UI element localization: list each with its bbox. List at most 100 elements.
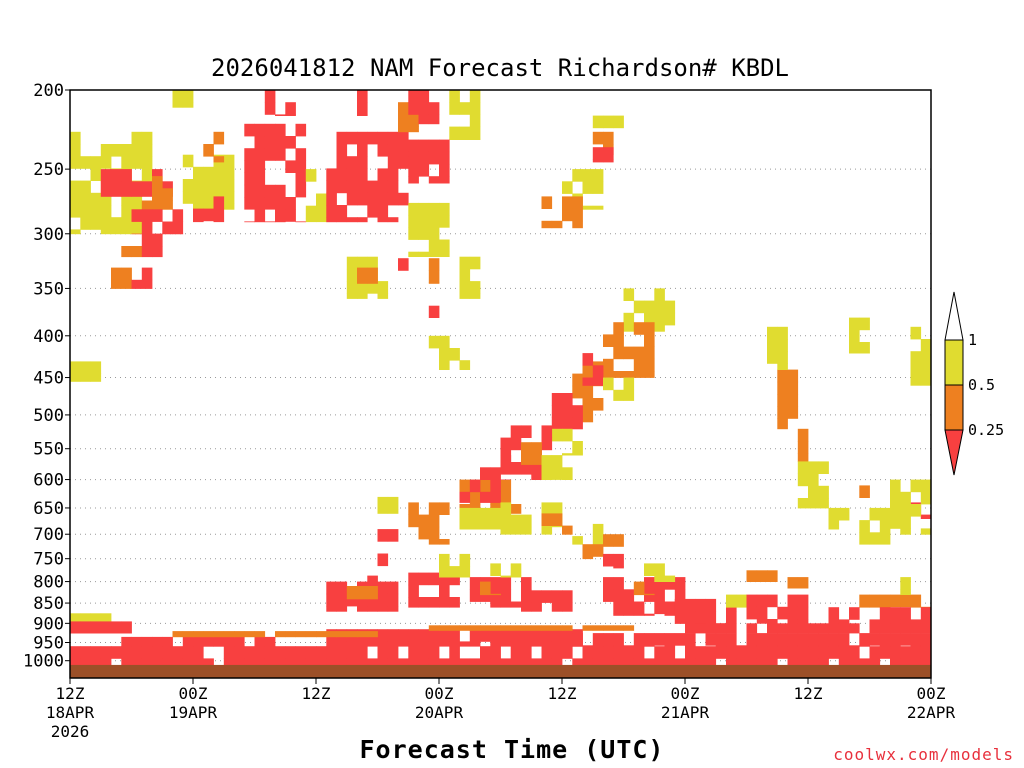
ri-cell-low xyxy=(449,641,460,647)
ri-cell xyxy=(408,176,419,184)
ri-cell xyxy=(592,205,604,210)
ri-cell xyxy=(654,601,665,615)
ri-cell xyxy=(377,168,389,181)
ri-cell xyxy=(910,363,922,376)
ri-cell xyxy=(141,181,153,194)
ri-cell xyxy=(295,221,307,223)
ri-cell xyxy=(377,180,389,194)
ri-cell xyxy=(439,176,450,184)
ri-cell xyxy=(428,502,440,515)
x-tick-label: 18APR xyxy=(46,703,95,722)
ri-cell xyxy=(900,607,911,620)
ri-cell xyxy=(357,279,368,284)
ri-cell-low xyxy=(172,658,184,666)
ri-cell xyxy=(490,520,501,530)
ri-cell xyxy=(428,282,440,284)
ri-cell xyxy=(767,351,778,364)
ri-cell xyxy=(572,208,583,222)
ri-cell xyxy=(572,169,583,182)
ri-cell xyxy=(357,144,368,157)
ri-cell xyxy=(920,479,932,493)
ri-cell xyxy=(500,437,512,451)
ri-cell-low xyxy=(449,646,460,659)
ri-cell xyxy=(664,577,676,590)
ri-cell-low xyxy=(490,646,501,659)
y-tick-label: 350 xyxy=(33,279,64,299)
ri-cell xyxy=(654,563,665,576)
ri-cell-low xyxy=(316,646,327,659)
ri-cell xyxy=(705,598,717,612)
ri-cell-low xyxy=(767,646,778,659)
ri-cell xyxy=(777,418,788,430)
ri-cell xyxy=(100,205,112,218)
ri-cell xyxy=(633,346,645,360)
y-tick-label: 400 xyxy=(33,327,64,347)
ri-cell xyxy=(357,168,368,181)
ri-cell xyxy=(367,192,378,206)
ri-cell-low xyxy=(244,646,255,659)
ri-cell xyxy=(603,553,614,567)
y-tick-label: 450 xyxy=(33,369,64,389)
ri-cell xyxy=(408,251,419,257)
ri-cell xyxy=(767,570,778,582)
ri-cell xyxy=(480,589,491,602)
ri-cell xyxy=(90,217,102,230)
ri-cell xyxy=(70,180,81,194)
ri-cell xyxy=(121,193,132,197)
ri-cell xyxy=(305,205,317,219)
ri-cell xyxy=(295,160,307,173)
ri-cell xyxy=(469,293,481,299)
ri-cell-low xyxy=(603,658,614,666)
ri-cell xyxy=(849,607,860,620)
ri-cell xyxy=(592,147,604,160)
ri-cell xyxy=(326,205,337,218)
ri-cell xyxy=(541,467,553,480)
ri-cell xyxy=(603,377,614,391)
ri-cell xyxy=(418,139,430,153)
ri-cell-low xyxy=(111,621,122,634)
ri-cell xyxy=(777,606,788,620)
ri-cell-low xyxy=(746,623,758,634)
ri-cell-low xyxy=(828,645,840,647)
colorbar-bin-orange xyxy=(944,384,964,431)
ri-cell xyxy=(551,428,563,442)
ri-cell xyxy=(551,602,563,612)
ri-cell xyxy=(521,590,532,603)
ri-cell xyxy=(449,138,460,140)
ri-cell-low xyxy=(756,646,768,659)
ri-cell xyxy=(357,192,368,206)
ri-cell xyxy=(633,322,645,335)
ri-cell xyxy=(428,139,440,153)
ri-cell xyxy=(582,353,594,366)
ri-cell xyxy=(562,467,573,480)
ri-cell-low xyxy=(121,636,132,647)
ri-cell-low xyxy=(244,631,255,638)
ri-cell xyxy=(787,594,799,608)
ri-cell xyxy=(254,197,266,210)
ri-cell xyxy=(213,131,225,145)
ri-cell xyxy=(428,227,440,240)
ri-cell xyxy=(100,217,112,230)
ri-cell xyxy=(510,575,522,578)
ri-cell xyxy=(787,394,799,407)
ri-cell xyxy=(480,593,491,596)
ri-cell-low xyxy=(121,646,132,659)
ri-cell-low xyxy=(193,636,204,647)
ri-cell xyxy=(726,606,737,608)
ri-cell xyxy=(131,279,143,289)
ri-cell xyxy=(920,363,932,376)
ri-cell-low xyxy=(551,641,563,647)
ri-cell xyxy=(336,593,348,607)
ri-cell-low xyxy=(480,646,491,659)
ri-cell-low xyxy=(70,621,81,634)
ri-cell xyxy=(264,197,276,210)
ri-cell-low xyxy=(592,646,604,659)
ri-cell xyxy=(264,102,276,115)
x-tick-label: 00Z xyxy=(917,684,946,703)
ri-cell-low xyxy=(90,658,102,666)
ri-cell xyxy=(357,90,368,103)
ri-cell xyxy=(787,369,799,383)
ri-cell xyxy=(80,361,91,374)
y-tick-label: 700 xyxy=(33,525,64,545)
ri-cell xyxy=(592,523,604,537)
